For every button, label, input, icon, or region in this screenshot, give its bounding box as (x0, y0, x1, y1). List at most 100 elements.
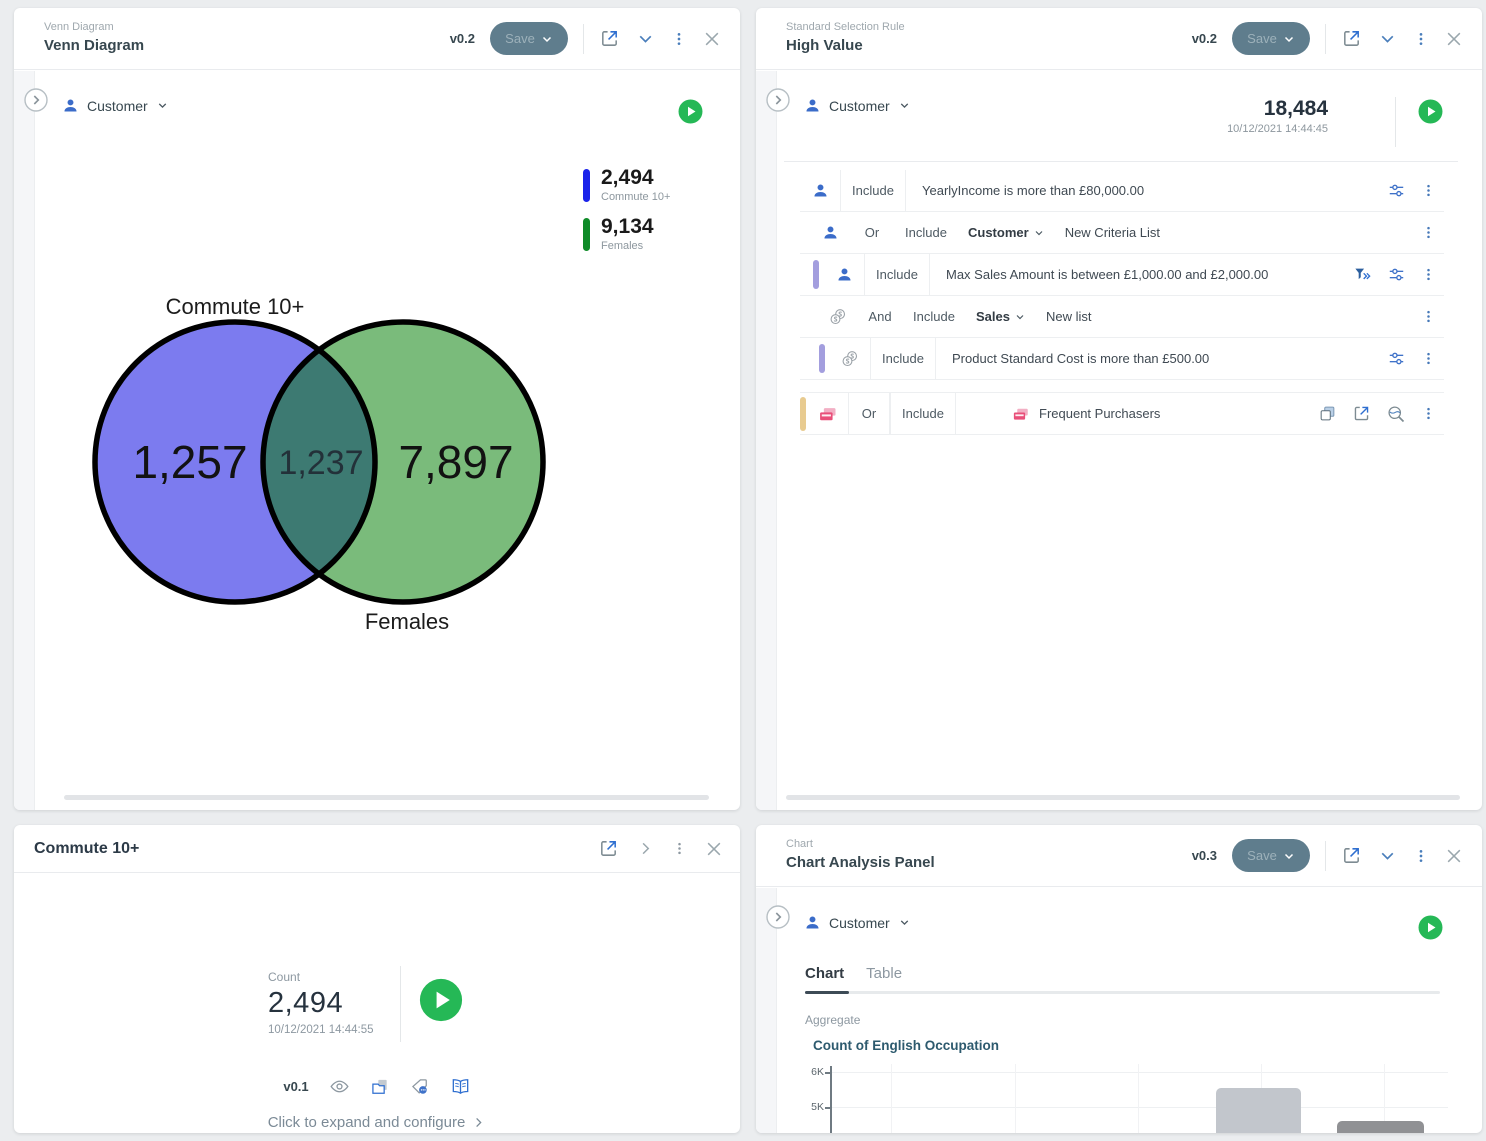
expand-sidebar-button[interactable] (766, 88, 790, 112)
expand-sidebar-button[interactable] (766, 905, 790, 929)
horizontal-scrollbar[interactable] (64, 795, 709, 800)
kebab-menu-icon[interactable] (1421, 405, 1436, 422)
criteria-row[interactable]: Include Product Standard Cost is more th… (800, 338, 1444, 380)
panel-type-label: Standard Selection Rule (786, 21, 905, 34)
panel-title: Commute 10+ (34, 839, 140, 857)
include-label[interactable]: Include (864, 254, 930, 295)
version-label: v0.3 (1191, 848, 1217, 863)
criteria-text[interactable]: YearlyIncome is more than £80,000.00 (922, 183, 1145, 198)
audience-selector[interactable]: Customer (804, 914, 911, 931)
open-in-new-icon[interactable] (599, 28, 620, 49)
operator-label[interactable]: Or (848, 393, 890, 434)
open-in-new-icon[interactable] (1341, 845, 1362, 866)
list-name[interactable]: New Criteria List (1064, 225, 1161, 240)
run-button[interactable] (419, 978, 463, 1022)
filter-forward-icon[interactable] (1353, 265, 1372, 284)
criteria-row[interactable]: Include YearlyIncome is more than £80,00… (800, 170, 1444, 212)
kebab-menu-icon[interactable] (1421, 182, 1436, 199)
tab-table[interactable]: Table (866, 965, 903, 982)
cards-icon (1013, 408, 1028, 420)
kebab-menu-icon[interactable] (1413, 847, 1429, 865)
expand-sidebar-button[interactable] (24, 88, 48, 112)
edit-criteria-icon[interactable] (1387, 349, 1406, 368)
y-axis-tick-label: 5K (811, 1101, 824, 1113)
kebab-menu-icon[interactable] (672, 840, 687, 857)
criteria-group-row[interactable]: Or Include Customer New Criteria List (800, 212, 1444, 254)
commute-panel: Commute 10+ Count 2,494 10/12/2021 14:44… (14, 825, 740, 1133)
venn-diagram-panel: Venn Diagram Venn Diagram v0.2 Save (14, 8, 740, 810)
audience-selector[interactable]: Customer (62, 97, 169, 114)
close-icon[interactable] (702, 29, 722, 49)
legend-swatch (583, 169, 590, 202)
criteria-text[interactable]: Product Standard Cost is more than £500.… (952, 351, 1210, 366)
panel-title-block: Standard Selection Rule High Value (786, 21, 905, 56)
referenced-list[interactable]: Frequent Purchasers (956, 405, 1160, 423)
save-button[interactable]: Save (1232, 22, 1310, 55)
chevron-right-icon[interactable] (636, 839, 655, 858)
venn-diagram[interactable]: Commute 10+ Females 1,257 1,237 7,897 (60, 266, 600, 656)
save-button[interactable]: Save (1232, 839, 1310, 872)
chevron-down-icon[interactable] (635, 28, 656, 49)
legend-value: 9,134 (601, 215, 654, 239)
close-icon[interactable] (704, 839, 724, 859)
kebab-menu-icon[interactable] (1413, 30, 1429, 48)
close-icon[interactable] (1444, 29, 1464, 49)
coins-icon (830, 349, 870, 369)
venn-overlap-region[interactable] (263, 322, 543, 602)
kebab-menu-icon[interactable] (1421, 224, 1436, 241)
copy-folder-icon[interactable] (370, 1077, 390, 1097)
operator-label[interactable]: And (868, 309, 892, 324)
chevron-down-icon (900, 920, 908, 926)
tag-icon[interactable] (410, 1077, 430, 1097)
panel-title: Chart Analysis Panel (786, 854, 935, 871)
run-button[interactable] (678, 99, 703, 124)
include-label[interactable]: Include (870, 338, 936, 379)
run-button[interactable] (1418, 99, 1443, 124)
edit-criteria-icon[interactable] (1387, 181, 1406, 200)
criteria-text[interactable]: Max Sales Amount is between £1,000.00 an… (946, 267, 1269, 282)
audience-selector[interactable]: Customer (804, 97, 911, 114)
kebab-menu-icon[interactable] (1421, 350, 1436, 367)
open-in-new-icon[interactable] (1352, 404, 1371, 423)
book-icon[interactable] (450, 1076, 471, 1097)
list-name[interactable]: New list (1045, 309, 1092, 324)
chevron-down-icon (1035, 230, 1043, 235)
panel-body: Customer Chart Table Aggregate Count of … (756, 888, 1482, 1133)
criteria-group-row[interactable]: And Include Sales New list (800, 296, 1444, 338)
panel-header: Commute 10+ (14, 825, 740, 873)
gridline (832, 1072, 1448, 1073)
eye-icon[interactable] (329, 1076, 350, 1097)
venn-right-value: 7,897 (398, 436, 513, 488)
include-label[interactable]: Include (890, 393, 956, 434)
save-button[interactable]: Save (490, 22, 568, 55)
preview-search-icon[interactable] (1386, 404, 1406, 424)
kebab-menu-icon[interactable] (1421, 308, 1436, 325)
operator-label[interactable]: Or (864, 225, 880, 240)
kebab-menu-icon[interactable] (1421, 266, 1436, 283)
open-in-new-icon[interactable] (598, 838, 619, 859)
kebab-menu-icon[interactable] (671, 30, 687, 48)
panel-actions (598, 838, 724, 859)
tab-track (805, 991, 1440, 994)
criteria-row[interactable]: Include Max Sales Amount is between £1,0… (800, 254, 1444, 296)
horizontal-scrollbar[interactable] (786, 795, 1460, 800)
entity-selector[interactable]: Customer (968, 225, 1045, 240)
close-icon[interactable] (1444, 846, 1464, 866)
open-in-new-icon[interactable] (1341, 28, 1362, 49)
coins-icon (818, 307, 858, 327)
include-label[interactable]: Include (905, 225, 947, 240)
audience-label: Customer (829, 97, 890, 114)
chevron-down-icon[interactable] (1377, 845, 1398, 866)
run-button[interactable] (1418, 915, 1443, 940)
criteria-row[interactable]: Or Include Frequent Purchasers (800, 392, 1444, 435)
panel-type-label: Venn Diagram (44, 21, 114, 34)
include-label[interactable]: Include (840, 170, 906, 211)
bar-series-1 (1216, 1088, 1301, 1133)
entity-selector[interactable]: Sales (976, 309, 1026, 324)
copy-icon[interactable] (1318, 404, 1337, 423)
chevron-down-icon[interactable] (1377, 28, 1398, 49)
edit-criteria-icon[interactable] (1387, 265, 1406, 284)
include-label[interactable]: Include (913, 309, 955, 324)
tab-chart[interactable]: Chart (805, 965, 845, 982)
expand-configure-link[interactable]: Click to expand and configure (14, 1114, 740, 1131)
